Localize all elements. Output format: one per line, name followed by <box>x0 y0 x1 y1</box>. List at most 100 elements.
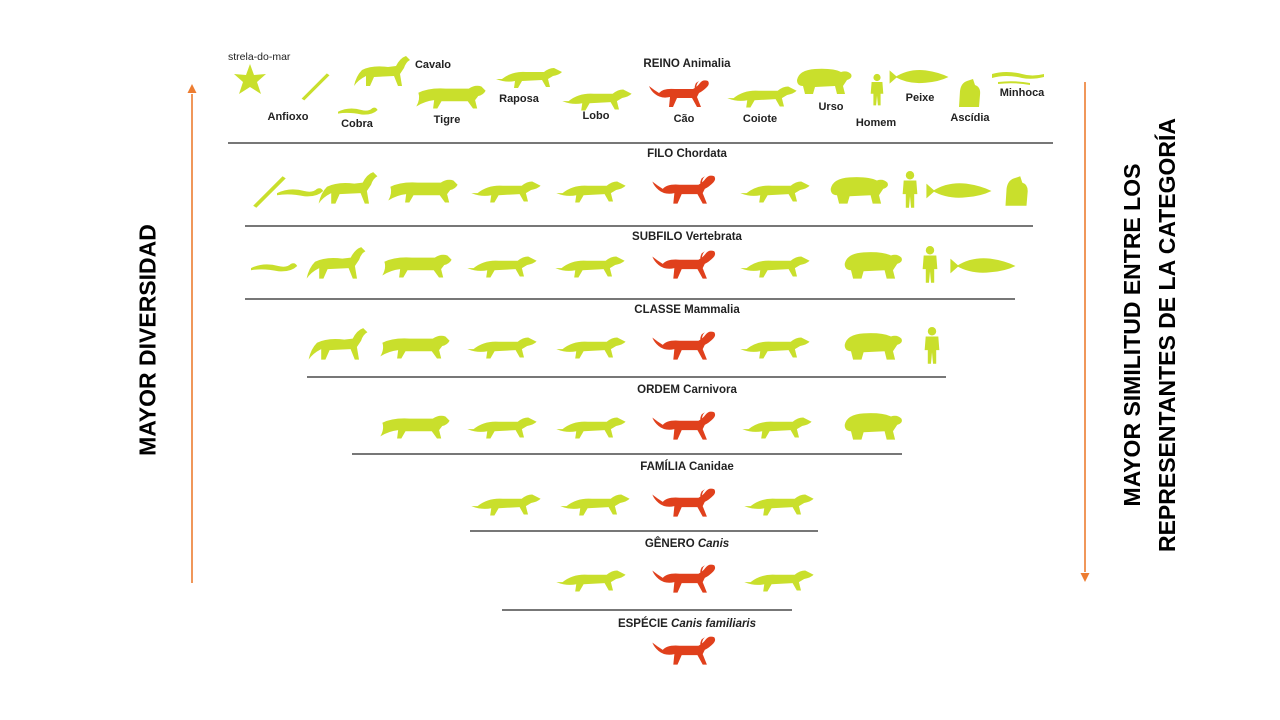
fish-icon <box>926 183 992 199</box>
coyote-icon <box>742 417 812 439</box>
animal-label-ascidia: Ascídia <box>950 112 990 124</box>
animal-labels: strela-do-mar Anfioxo Cobra Cavalo Tigre Rapo… <box>228 51 1045 130</box>
wolf-icon <box>555 256 625 278</box>
rank-titles: REINO Animalia FILO Chordata SUBFILO Verte… <box>618 58 756 630</box>
bear-icon <box>844 252 902 279</box>
rank-name: CLASSE <box>634 304 684 316</box>
fox-icon <box>467 337 537 359</box>
animal-label-urso: Urso <box>818 101 843 113</box>
animal-label-raposa: Raposa <box>499 93 540 105</box>
taxon-name: Vertebrata <box>686 231 743 243</box>
dog-icon <box>652 250 716 279</box>
taxon-name: Mammalia <box>684 304 740 316</box>
animal-label-peixe: Peixe <box>906 92 935 104</box>
snake-icon <box>277 188 324 197</box>
sea-squirt-icon <box>959 79 981 107</box>
coyote-icon <box>740 256 810 278</box>
dog-icon <box>652 411 716 440</box>
human-icon <box>902 171 918 208</box>
rank-title-classe: CLASSE Mammalia <box>634 304 740 316</box>
dog-icon <box>652 564 716 593</box>
wolf-icon <box>556 570 626 592</box>
similarity-arrow <box>1080 82 1090 582</box>
tiger-icon <box>388 179 458 203</box>
horse-icon <box>308 328 368 360</box>
wolf-icon <box>556 417 626 439</box>
starfish-icon <box>234 64 266 94</box>
fox-icon <box>471 494 541 516</box>
animal-label-anfioxo: Anfioxo <box>268 111 309 123</box>
animal-label-minhoca: Minhoca <box>1000 87 1045 99</box>
dog-icon <box>652 331 716 360</box>
dog-icon <box>652 488 716 517</box>
fox-icon <box>467 417 537 439</box>
coyote-icon <box>740 337 810 359</box>
animal-label-cao: Cão <box>674 113 695 125</box>
rank-name: GÊNERO <box>645 537 698 550</box>
human-icon <box>922 246 938 283</box>
rank-name: SUBFILO <box>632 231 686 243</box>
rank-title-familia: FAMÍLIA Canidae <box>640 460 734 473</box>
tiger-icon <box>382 254 452 278</box>
tiger-icon <box>380 335 450 359</box>
diversity-arrow <box>187 84 197 583</box>
horse-icon <box>354 56 410 86</box>
wolf-icon <box>556 181 626 203</box>
fish-icon <box>889 70 949 84</box>
rank-name: FILO <box>647 148 676 160</box>
rank-title-ordem: ORDEM Carnivora <box>637 384 737 396</box>
snake-icon <box>338 107 378 115</box>
coyote-icon <box>727 86 797 108</box>
animal-label-estrela-do-mar: strela-do-mar <box>228 51 291 63</box>
horse-icon <box>306 247 366 279</box>
dog-icon <box>649 80 709 107</box>
rank-name: REINO <box>643 58 682 70</box>
taxon-name: Carnivora <box>683 384 737 396</box>
rank-name: FAMÍLIA <box>640 460 689 473</box>
wolf-icon <box>562 89 632 111</box>
animal-label-cobra: Cobra <box>341 118 374 130</box>
bear-icon <box>844 333 902 360</box>
fox-icon <box>467 256 537 278</box>
animal-label-homem: Homem <box>856 117 897 129</box>
dog-icon <box>652 636 716 665</box>
wolf-icon <box>556 337 626 359</box>
animal-label-cavalo: Cavalo <box>415 59 451 71</box>
dog-icon <box>652 175 716 204</box>
rank-name: ORDEM <box>637 384 683 396</box>
fox-icon <box>496 68 562 88</box>
coyote-icon <box>740 181 810 203</box>
arrows-layer <box>187 82 1090 583</box>
coyote-icon <box>744 570 814 592</box>
rank-name: ESPÉCIE <box>618 617 671 630</box>
animal-label-tigre: Tigre <box>434 114 461 126</box>
human-icon <box>870 73 884 106</box>
animal-silhouettes <box>234 56 1044 665</box>
bear-icon <box>844 413 902 440</box>
rank-title-reino: REINO Animalia <box>643 58 731 70</box>
animal-label-coiote: Coiote <box>743 113 777 125</box>
amphioxus-icon <box>301 73 330 101</box>
fox-icon <box>471 181 541 203</box>
human-icon <box>924 327 940 364</box>
taxon-name: Chordata <box>676 148 727 160</box>
taxon-name: Canis <box>698 538 729 550</box>
rank-title-especie: ESPÉCIE Canis familiaris <box>618 617 756 630</box>
tiger-icon <box>380 415 450 439</box>
horse-icon <box>318 172 378 204</box>
taxon-name: Animalia <box>683 58 732 70</box>
rank-title-filo: FILO Chordata <box>647 148 727 160</box>
taxon-name: Canidae <box>689 461 734 473</box>
coyote-icon <box>744 494 814 516</box>
separator-lines <box>228 142 1053 611</box>
taxon-name: Canis familiaris <box>671 618 756 630</box>
bear-icon <box>797 68 852 94</box>
tiger-icon <box>416 85 486 109</box>
wolf-icon <box>560 494 630 516</box>
rank-title-genero: GÊNERO Canis <box>645 537 729 550</box>
animal-label-lobo: Lobo <box>583 110 610 122</box>
fish-icon <box>950 258 1016 274</box>
snake-icon <box>251 263 298 272</box>
earthworm-icon <box>992 72 1044 85</box>
